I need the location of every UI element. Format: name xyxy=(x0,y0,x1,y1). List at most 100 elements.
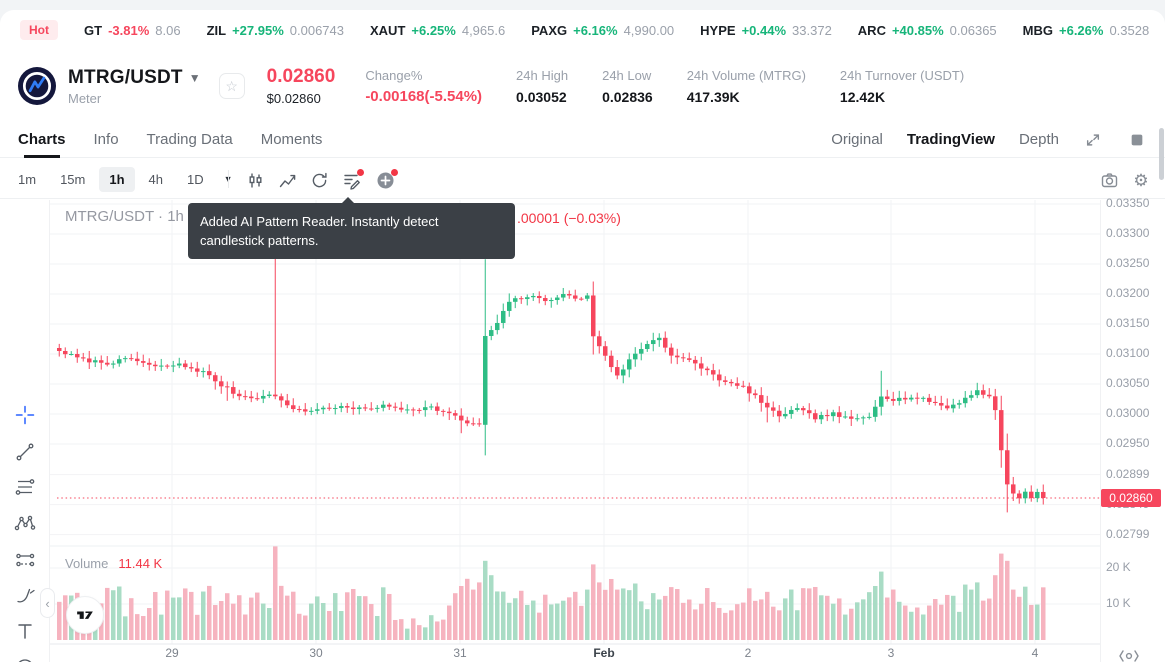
tab-original[interactable]: Original xyxy=(831,131,883,148)
price-axis-label: 0.03300 xyxy=(1106,226,1150,240)
scrollbar-thumb[interactable] xyxy=(1159,128,1164,180)
stat-label: 24h Volume (MTRG) xyxy=(686,67,806,83)
timeframe-1h[interactable]: 1h xyxy=(99,166,135,192)
ticker-change: +27.95% xyxy=(232,22,284,38)
ticker-symbol: PAXG xyxy=(531,22,568,38)
ticker-item[interactable]: ZIL +27.95% 0.006743 xyxy=(207,23,344,38)
stat-label: 24h Turnover (USDT) xyxy=(839,67,965,83)
tab-depth[interactable]: Depth xyxy=(1018,131,1059,148)
stat-24h: 24h Volume (MTRG) 417.39K xyxy=(687,68,806,105)
panel-collapse-handle[interactable]: ‹ xyxy=(40,588,55,618)
tradingview-logo[interactable] xyxy=(66,596,104,634)
xabcd-pattern-icon[interactable] xyxy=(14,512,36,534)
chevron-left-icon: ‹ xyxy=(45,595,50,611)
forecast-icon[interactable] xyxy=(14,549,36,571)
timeframe-4h[interactable]: 4h xyxy=(148,171,163,187)
settings-gear-icon[interactable]: ⚙ xyxy=(1127,166,1155,194)
timeframe-15m[interactable]: 15m xyxy=(60,171,86,187)
candlestick-chart[interactable] xyxy=(50,200,1100,662)
tab-trading-data[interactable]: Trading Data xyxy=(146,131,233,148)
ticker-symbol: ARC xyxy=(857,22,886,38)
favorite-star-button[interactable]: ☆ xyxy=(218,73,245,99)
content-tabs: Charts Info Trading Data Moments xyxy=(18,126,322,158)
brush-icon[interactable] xyxy=(14,585,36,607)
last-price: 0.02860 xyxy=(266,66,336,87)
time-axis-label: 31 xyxy=(453,646,467,660)
tabs-row: Charts Info Trading Data Moments Original Tr… xyxy=(0,122,1165,158)
time-axis-label: 3 xyxy=(887,646,895,660)
time-axis-label: 29 xyxy=(165,646,179,660)
price-axis-label: 0.03050 xyxy=(1106,376,1150,390)
main-panel: Hot GT -3.81% 8.06 ZIL +27.95% 0.006743 XAUT +6… xyxy=(0,10,1165,662)
ticker-item[interactable]: MBG +6.26% 0.3528 xyxy=(1023,23,1150,38)
ticker-item[interactable]: PAXG +6.16% 4,990.00 xyxy=(531,23,674,38)
current-price-badge: 0.02860 xyxy=(1101,489,1161,507)
stat-label: 24h Low xyxy=(602,67,652,83)
ticker-bar: Hot GT -3.81% 8.06 ZIL +27.95% 0.006743 XAUT +6… xyxy=(0,10,1165,50)
stat-value: 0.02836 xyxy=(602,88,653,105)
fullscreen-expand-icon[interactable] xyxy=(1083,130,1103,150)
change-block: Change% -0.00168(-5.54%) xyxy=(365,68,482,105)
text-icon[interactable] xyxy=(14,620,36,642)
ticker-item[interactable]: XAUT +6.25% 4,965.6 xyxy=(370,23,505,38)
volume-label: Volume xyxy=(65,556,109,571)
ticker-change: +6.16% xyxy=(573,22,618,38)
trend-line-icon[interactable] xyxy=(14,441,36,463)
hot-badge[interactable]: Hot xyxy=(20,20,58,40)
price-axis-label: 0.03350 xyxy=(1106,196,1150,210)
price-axis-label: 0.02799 xyxy=(1106,526,1150,541)
stat-label: 24h High xyxy=(516,67,569,83)
camera-icon[interactable] xyxy=(1095,166,1123,194)
stat-24h: 24h Low 0.02836 xyxy=(602,68,653,105)
stats-24h: 24h High 0.03052 24h Low 0.02836 24h Volume … xyxy=(516,68,964,105)
chart-mode-tabs: Original TradingView Depth xyxy=(831,130,1147,150)
ai-pattern-tooltip: Added AI Pattern Reader. Instantly detec… xyxy=(188,203,515,259)
ticker-price: 4,965.6 xyxy=(461,22,506,38)
tab-moments[interactable]: Moments xyxy=(260,131,323,148)
add-icon[interactable] xyxy=(371,166,399,194)
stat-24h: 24h High 0.03052 xyxy=(516,68,568,105)
indicators-icon[interactable] xyxy=(273,166,301,194)
price-axis-label: 0.02950 xyxy=(1106,436,1150,450)
ticker-item[interactable]: GT -3.81% 8.06 xyxy=(84,23,181,38)
notification-dot xyxy=(391,169,398,176)
ticker-symbol: ZIL xyxy=(206,22,227,38)
chart-legend: MTRG/USDT · 1h xyxy=(65,208,184,225)
ticker-price: 8.06 xyxy=(155,22,181,38)
chart-mode-tab-group: Original TradingView Depth xyxy=(831,131,1059,148)
star-icon: ☆ xyxy=(225,77,238,94)
ticker-items: GT -3.81% 8.06 ZIL +27.95% 0.006743 XAUT +6.25%… xyxy=(84,23,1165,38)
price-axis-label: 0.03200 xyxy=(1106,286,1150,300)
timeframe-1D[interactable]: 1D xyxy=(187,171,204,187)
tab-charts[interactable]: Charts xyxy=(18,131,66,158)
refresh-icon[interactable] xyxy=(305,166,333,194)
price-axis-label: 0.03100 xyxy=(1106,346,1150,360)
tab-info[interactable]: Info xyxy=(93,131,119,148)
volume-value: 11.44 K xyxy=(118,556,163,571)
crosshair-icon[interactable] xyxy=(14,404,36,426)
drawing-toolbar xyxy=(0,200,50,662)
price-axis-label: 0.03250 xyxy=(1106,256,1150,270)
pattern-reader-icon[interactable] xyxy=(337,166,365,194)
timeframe-1m[interactable]: 1m xyxy=(18,171,37,187)
pair-fullname: Meter xyxy=(68,90,102,106)
time-axis-label: 4 xyxy=(1031,646,1039,660)
change-value: -0.00168(-5.54%) xyxy=(365,87,483,105)
coin-logo xyxy=(18,67,56,105)
toolbar-divider xyxy=(228,170,229,188)
chevron-down-icon[interactable]: ▼ xyxy=(188,70,201,85)
timezone-settings-icon[interactable] xyxy=(1118,649,1140,662)
ticker-item[interactable]: ARC +40.85% 0.06365 xyxy=(858,23,997,38)
candle-style-icon[interactable] xyxy=(241,166,269,194)
emoji-icon[interactable] xyxy=(14,657,36,662)
pair-title[interactable]: MTRG/USDT xyxy=(68,66,183,88)
tab-tradingview[interactable]: TradingView xyxy=(906,131,995,148)
layout-square-icon[interactable] xyxy=(1127,130,1147,150)
fib-retracement-icon[interactable] xyxy=(14,476,36,498)
ticker-item[interactable]: HYPE +0.44% 33.372 xyxy=(700,23,832,38)
ticker-change: -3.81% xyxy=(108,22,150,38)
ticker-price: 0.006743 xyxy=(289,22,344,38)
ticker-symbol: HYPE xyxy=(700,22,736,38)
